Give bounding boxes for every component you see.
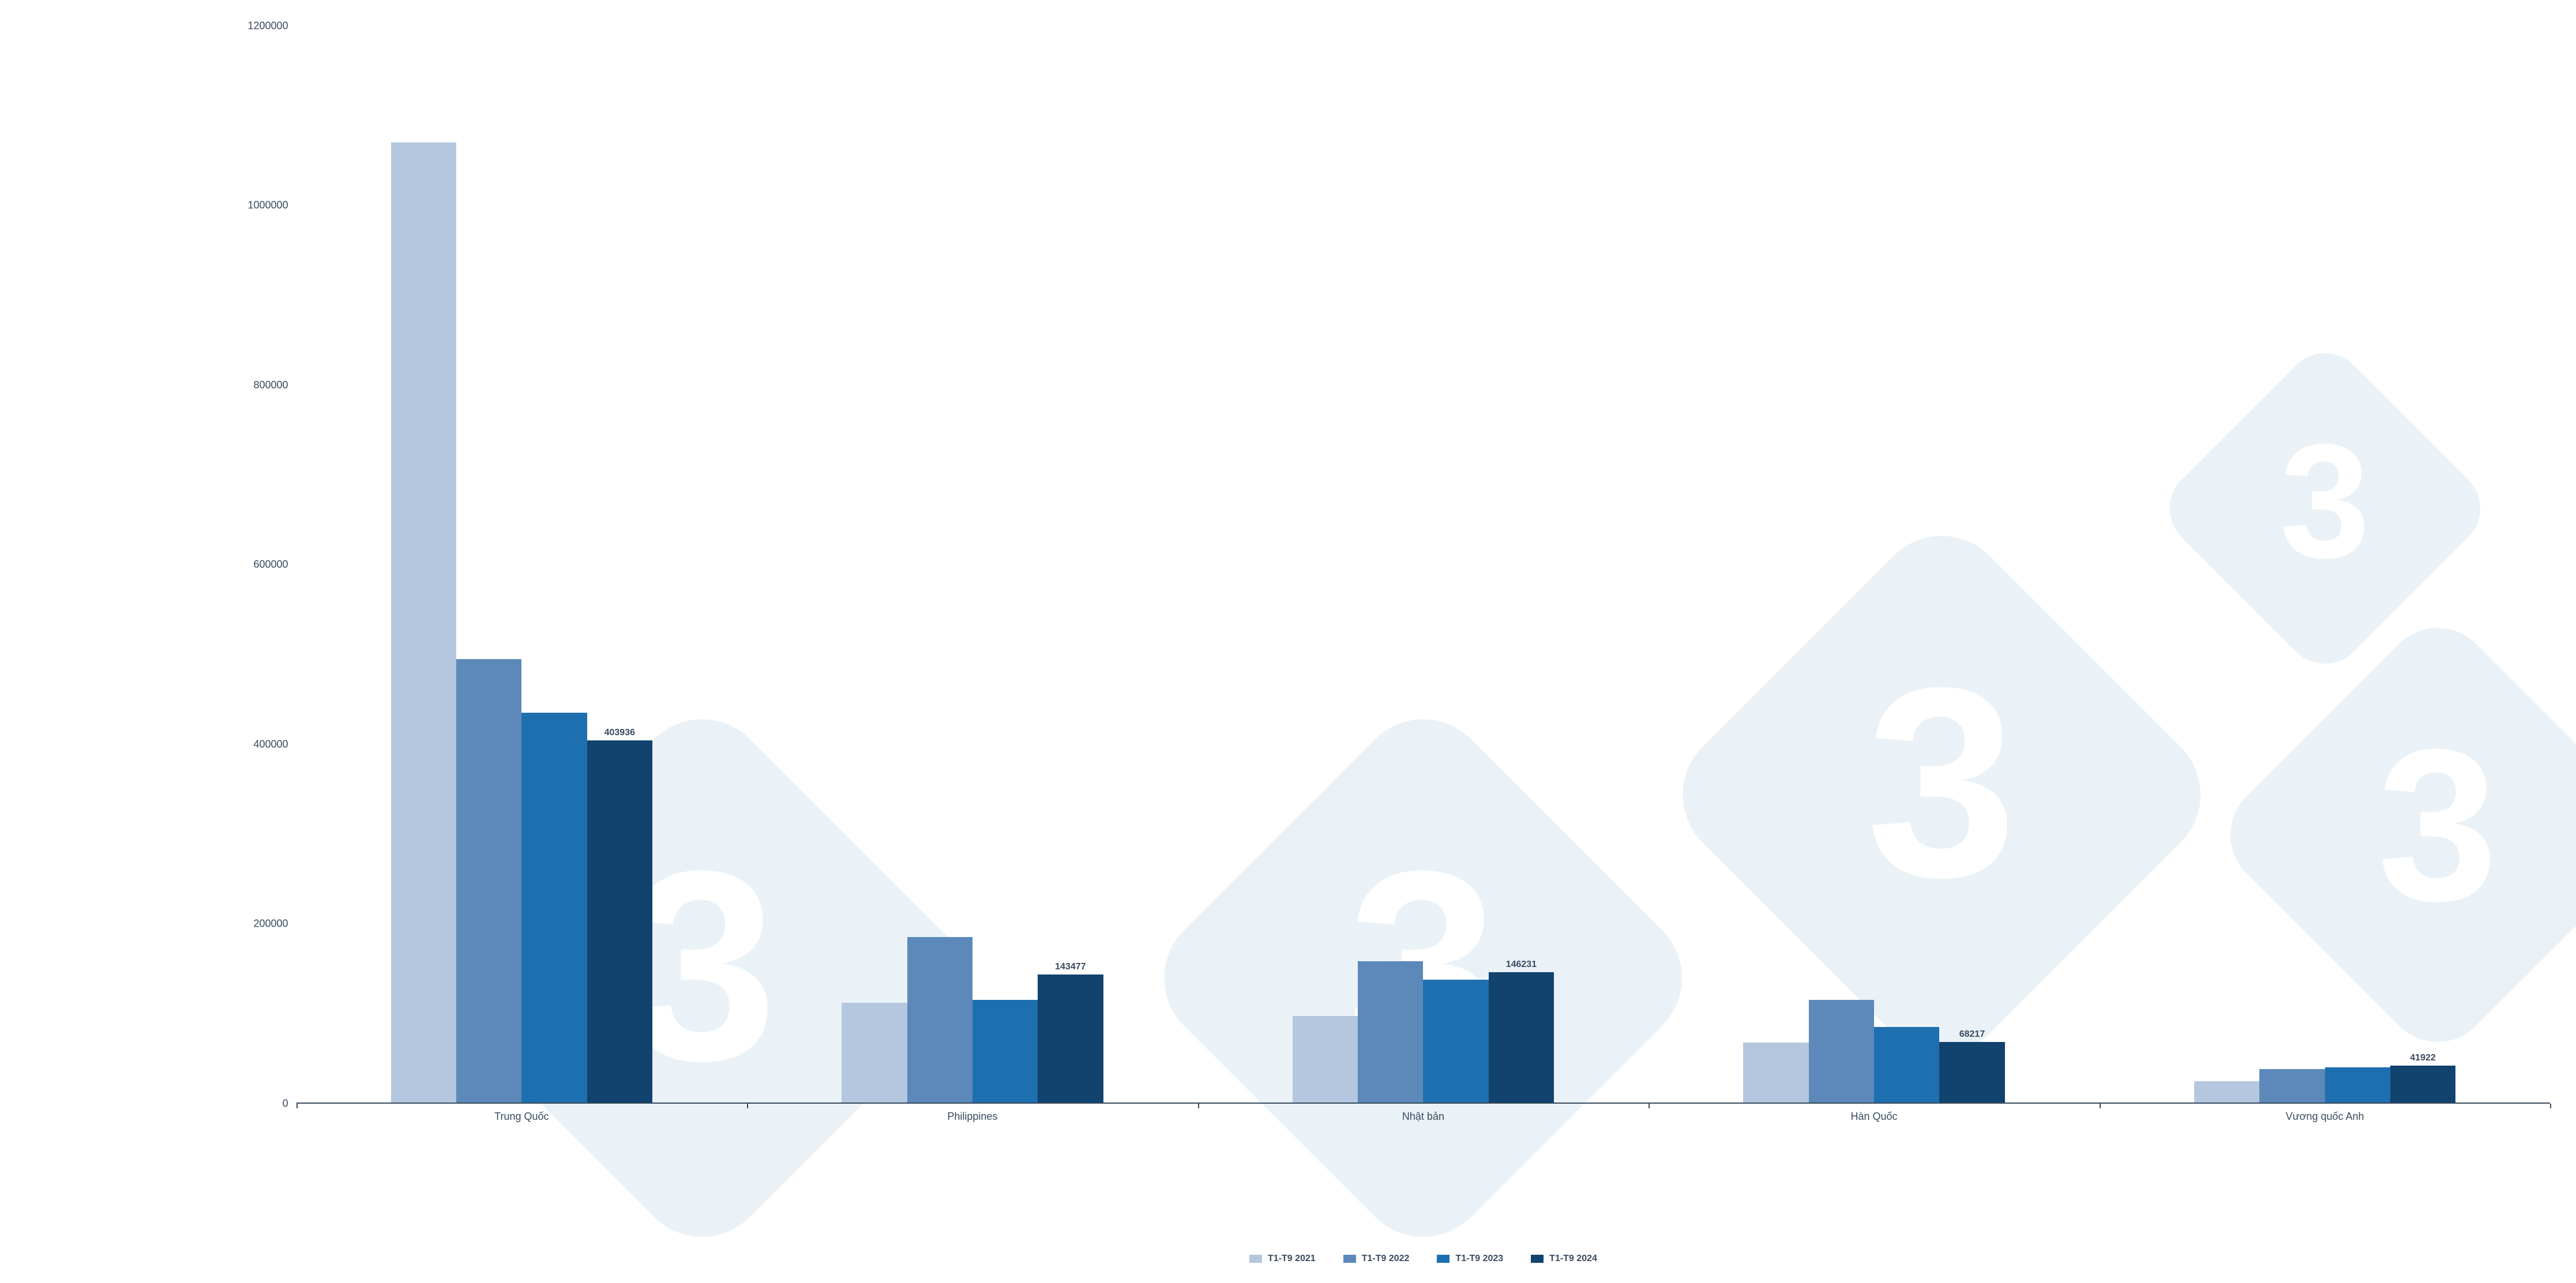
bar [1743, 26, 1808, 1104]
bar [2259, 26, 2325, 1104]
bar [1809, 26, 1874, 1104]
legend-item: T1-T9 2021 [1249, 1254, 1316, 1264]
bar-rect [2390, 1066, 2455, 1103]
category-label: Nhật bản [1402, 1111, 1444, 1123]
bar-rect [1293, 1016, 1358, 1103]
legend: T1-T9 2021 T1-T9 2022 T1-T9 2023 T1-T9 2024 [296, 1254, 2551, 1264]
legend-swatch [1249, 1255, 1262, 1263]
chart-container: 33333 0200000400000600000800000100000012… [0, 0, 2576, 1283]
x-axis-tick [1198, 1104, 1199, 1108]
bar-rect [2259, 1069, 2325, 1103]
bar [842, 26, 907, 1104]
bar [1423, 26, 1488, 1104]
bar-rect [1423, 980, 1488, 1104]
bar: 41922 [2390, 26, 2455, 1104]
bar [2325, 26, 2390, 1104]
bar-value-label: 146231 [1506, 960, 1537, 970]
bar: 403936 [587, 26, 652, 1104]
y-axis-tick-label: 600000 [254, 559, 288, 571]
bar: 68217 [1939, 26, 2004, 1104]
bar-rect [587, 740, 652, 1103]
y-axis-tick-label: 400000 [254, 738, 288, 750]
bar: 143477 [1038, 26, 1103, 1104]
bar-rect [2194, 1081, 2259, 1104]
bar-rect [1939, 1042, 2004, 1103]
bar [391, 26, 456, 1104]
bar-value-label: 68217 [1959, 1029, 1985, 1040]
bar-rect [972, 1000, 1038, 1103]
legend-item: T1-T9 2024 [1531, 1254, 1597, 1264]
legend-item: T1-T9 2022 [1343, 1254, 1410, 1264]
legend-swatch [1531, 1255, 1544, 1263]
bar [456, 26, 521, 1104]
bar-group: 403936Trung Quốc [391, 26, 652, 1104]
bar [1293, 26, 1358, 1104]
bar-group: 143477Philippines [842, 26, 1103, 1104]
category-label: Hàn Quốc [1850, 1111, 1897, 1123]
bar-rect [1809, 1000, 1874, 1103]
bar-rect [456, 659, 521, 1104]
y-axis-tick-label: 200000 [254, 918, 288, 930]
bar-rect [1358, 961, 1423, 1103]
bar [972, 26, 1038, 1104]
bar: 146231 [1489, 26, 1554, 1104]
x-axis-tick [1649, 1104, 1650, 1108]
category-label: Trung Quốc [494, 1111, 549, 1123]
bar-group: 146231Nhật bản [1293, 26, 1554, 1104]
x-axis-tick [2550, 1104, 2551, 1108]
bar-rect [521, 713, 587, 1104]
plot-area: 33333 0200000400000600000800000100000012… [296, 26, 2551, 1104]
x-axis-tick [2100, 1104, 2101, 1108]
bar-rect [842, 1003, 907, 1103]
y-axis-tick-label: 1200000 [248, 20, 288, 32]
bar-rect [2325, 1067, 2390, 1103]
bar [521, 26, 587, 1104]
bar-value-label: 41922 [2410, 1053, 2436, 1063]
y-axis-tick-label: 800000 [254, 379, 288, 391]
bar-group: 41922Vương quốc Anh [2194, 26, 2455, 1104]
bar-rect [391, 142, 456, 1104]
legend-label: T1-T9 2021 [1268, 1254, 1316, 1264]
y-axis-tick-label: 1000000 [248, 200, 288, 212]
x-axis-tick [747, 1104, 748, 1108]
category-label: Philippines [947, 1111, 997, 1123]
legend-swatch [1343, 1255, 1356, 1263]
bar-value-label: 143477 [1055, 962, 1086, 972]
bar-rect [1743, 1043, 1808, 1104]
bar-group: 68217Hàn Quốc [1743, 26, 2004, 1104]
bar [1874, 26, 1939, 1104]
category-label: Vương quốc Anh [2286, 1111, 2364, 1123]
x-axis-line [296, 1103, 2551, 1104]
y-axis-tick-label: 0 [283, 1097, 288, 1109]
bar [1358, 26, 1423, 1104]
bar-rect [1489, 972, 1554, 1104]
legend-label: T1-T9 2023 [1455, 1254, 1503, 1264]
legend-label: T1-T9 2022 [1362, 1254, 1410, 1264]
bar-rect [1874, 1027, 1939, 1103]
legend-item: T1-T9 2023 [1437, 1254, 1503, 1264]
bar [907, 26, 972, 1104]
x-axis-tick [296, 1104, 298, 1108]
bar-rect [907, 937, 972, 1103]
bar-rect [1038, 975, 1103, 1103]
legend-swatch [1437, 1255, 1450, 1263]
bar-value-label: 403936 [604, 728, 635, 738]
bar [2194, 26, 2259, 1104]
legend-label: T1-T9 2024 [1549, 1254, 1597, 1264]
